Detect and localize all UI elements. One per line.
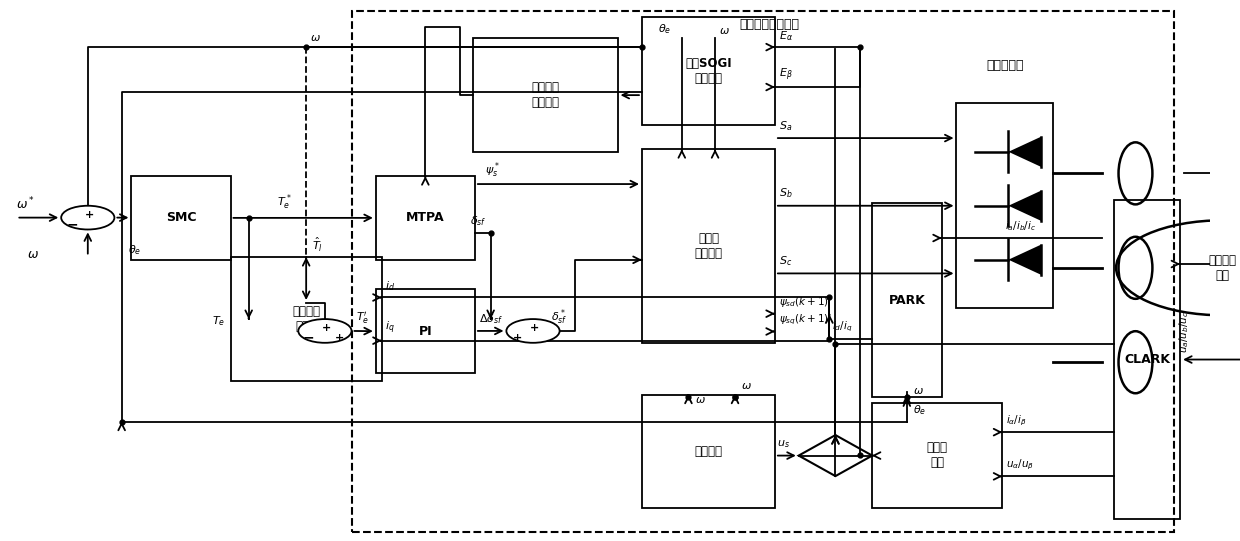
Text: $\psi_{sq}(k+1)$: $\psi_{sq}(k+1)$ (779, 313, 828, 327)
Text: $E_\alpha$: $E_\alpha$ (779, 29, 792, 43)
Circle shape (506, 319, 559, 343)
Text: $i_a/i_b/i_c$: $i_a/i_b/i_c$ (1004, 219, 1035, 233)
Text: $S_a$: $S_a$ (779, 119, 792, 133)
Text: 永磁同步
电机: 永磁同步 电机 (1209, 254, 1236, 282)
Text: 三相逆变器: 三相逆变器 (986, 59, 1023, 72)
Text: $\psi_{sd}(k+1)$: $\psi_{sd}(k+1)$ (779, 295, 828, 309)
Text: $\hat{T}_l$: $\hat{T}_l$ (312, 236, 324, 254)
Text: $T_e$: $T_e$ (212, 314, 226, 328)
Text: $\theta_e$: $\theta_e$ (657, 22, 671, 36)
Text: $T_e'$: $T_e'$ (356, 309, 370, 326)
Bar (642, 149, 775, 344)
Text: $\delta_{sf}^*$: $\delta_{sf}^*$ (551, 307, 568, 327)
Text: SMC: SMC (166, 212, 196, 225)
Text: $\omega$: $\omega$ (913, 386, 924, 396)
Bar (231, 257, 382, 381)
Polygon shape (1008, 137, 1042, 167)
Text: $\theta_e$: $\theta_e$ (913, 404, 926, 417)
Bar (351, 11, 1174, 532)
Text: 基于SOGI
的锁相环: 基于SOGI 的锁相环 (686, 57, 732, 85)
Text: $\delta_{sf}$: $\delta_{sf}$ (470, 214, 486, 228)
Bar (376, 176, 475, 260)
Text: $\omega$: $\omega$ (694, 395, 706, 405)
Circle shape (61, 206, 114, 229)
Text: 负载扰动
观测器: 负载扰动 观测器 (293, 305, 320, 333)
Polygon shape (1008, 190, 1042, 221)
Text: PI: PI (419, 325, 433, 338)
Bar (872, 403, 1002, 508)
Bar (872, 203, 942, 397)
Text: −: − (66, 217, 78, 232)
Text: $\omega^*$: $\omega^*$ (16, 196, 36, 212)
Text: 最小化
价値函数: 最小化 价値函数 (694, 232, 723, 260)
Text: MTPA: MTPA (405, 212, 445, 225)
Circle shape (299, 319, 351, 343)
Text: $S_c$: $S_c$ (779, 254, 792, 268)
Bar (1114, 200, 1180, 519)
Text: $\omega$: $\omega$ (310, 33, 321, 43)
Bar (131, 176, 231, 260)
Text: $\theta_e$: $\theta_e$ (128, 243, 141, 257)
Text: $\psi_s^*$: $\psi_s^*$ (485, 160, 500, 180)
Text: −: − (303, 331, 314, 345)
Text: $\Delta\delta_{sf}$: $\Delta\delta_{sf}$ (479, 312, 502, 326)
Text: +: + (529, 322, 539, 333)
Text: 磁链预测: 磁链预测 (694, 445, 723, 458)
Text: 滑模观
测器: 滑模观 测器 (926, 441, 947, 469)
Text: +: + (512, 333, 522, 343)
Polygon shape (1008, 245, 1042, 275)
Bar (376, 289, 475, 373)
Text: $i_d/i_q$: $i_d/i_q$ (832, 319, 852, 334)
Text: $S_b$: $S_b$ (779, 187, 792, 200)
Text: $u_a/u_b/u_c$: $u_a/u_b/u_c$ (1177, 311, 1190, 353)
Text: $i_\alpha/i_\beta$: $i_\alpha/i_\beta$ (1006, 413, 1027, 428)
Text: $E_\beta$: $E_\beta$ (779, 67, 792, 83)
Bar (642, 394, 775, 508)
Text: +: + (321, 322, 331, 333)
Text: $\omega$: $\omega$ (27, 248, 40, 261)
Text: $T_e^*$: $T_e^*$ (277, 193, 291, 213)
Text: $\omega$: $\omega$ (719, 26, 729, 36)
Text: 模型预测磁链控制: 模型预测磁链控制 (739, 18, 799, 31)
Text: $i_q$: $i_q$ (386, 320, 396, 337)
Text: 转矩及负
载角计算: 转矩及负 载角计算 (531, 81, 559, 109)
Text: $i_d$: $i_d$ (386, 279, 396, 293)
Text: PARK: PARK (888, 294, 925, 307)
Bar (956, 103, 1053, 308)
Text: $u_\alpha/u_\beta$: $u_\alpha/u_\beta$ (1006, 458, 1034, 472)
Text: $\omega$: $\omega$ (742, 380, 751, 391)
Text: $u_s$: $u_s$ (777, 438, 790, 450)
Bar (472, 38, 618, 152)
Text: +: + (335, 333, 343, 343)
Text: CLARK: CLARK (1123, 353, 1171, 366)
Text: +: + (84, 210, 94, 221)
Bar (642, 17, 775, 125)
